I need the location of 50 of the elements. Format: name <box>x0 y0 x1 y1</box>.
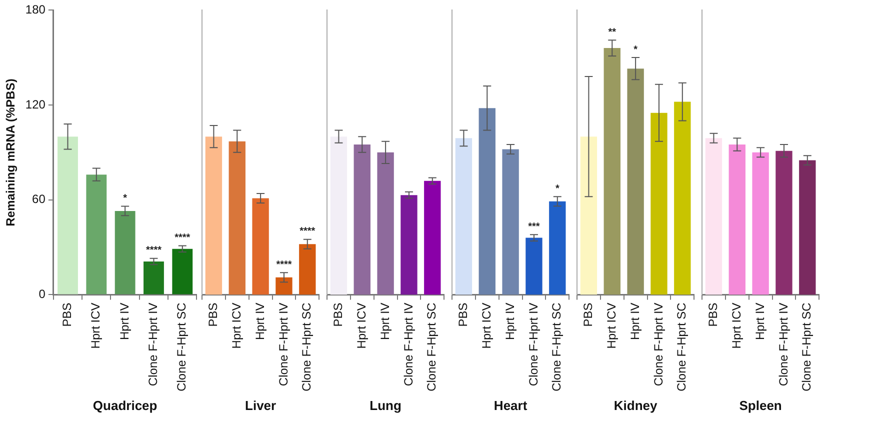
x-axis-title: Kidney <box>614 398 658 413</box>
x-tick-label: PBS <box>60 302 74 327</box>
x-tick-label: PBS <box>581 302 596 327</box>
x-tick-label: PBS <box>456 302 470 327</box>
x-tick-label: Clone F-Hprt IV <box>526 302 540 386</box>
x-tick-label: Clone F-Hprt SC <box>550 302 564 392</box>
data-label: *** <box>528 221 540 232</box>
x-tick-label: Hprt IV <box>117 302 132 340</box>
x-tick-label: Hprt ICV <box>479 302 494 349</box>
x-axis-title: Liver <box>245 398 276 413</box>
y-tick-label: 0 <box>38 287 46 302</box>
x-tick-label: Clone F-Hprt SC <box>674 302 689 392</box>
x-tick-label: Clone F-Hprt SC <box>300 302 314 392</box>
x-axis-title: Lung <box>370 398 402 413</box>
x-tick-label: Hprt IV <box>252 302 267 340</box>
x-tick-label: Clone F-Hprt SC <box>424 302 439 392</box>
x-tick-label: Hprt IV <box>502 302 517 340</box>
x-tick-label: Clone F-Hprt IV <box>401 302 416 386</box>
x-tick-label: PBS <box>206 302 220 327</box>
x-axis-title: Heart <box>494 398 528 413</box>
data-label: ** <box>608 26 616 38</box>
x-tick-label: PBS <box>331 302 346 327</box>
y-tick-label: 120 <box>25 97 46 112</box>
data-label: **** <box>276 259 292 270</box>
y-axis-title: Remaining mRNA (%PBS) <box>4 78 18 226</box>
x-tick-label: Clone F-Hprt IV <box>651 302 666 386</box>
data-label: * <box>634 44 638 56</box>
data-label: * <box>555 183 560 194</box>
x-tick-label: Hprt ICV <box>354 302 368 349</box>
x-tick-label: Hprt IV <box>378 302 392 340</box>
x-tick-label: Hprt IV <box>752 302 767 340</box>
y-tick-label: 180 <box>25 2 46 17</box>
x-tick-label: Hprt ICV <box>88 302 103 349</box>
data-label: **** <box>300 226 316 238</box>
data-label: **** <box>146 245 162 256</box>
x-tick-label: Hprt ICV <box>604 302 618 349</box>
x-tick-label: Hprt IV <box>628 302 642 340</box>
data-label: **** <box>174 232 190 244</box>
x-tick-label: Clone F-Hprt IV <box>276 302 290 386</box>
x-tick-label: Clone F-Hprt SC <box>174 302 189 392</box>
x-axis-title: Spleen <box>739 398 782 413</box>
x-tick-label: Clone F-Hprt IV <box>776 302 790 386</box>
y-tick-label: 60 <box>32 192 46 206</box>
x-axis-title: Quadricep <box>92 398 158 413</box>
x-tick-label: Clone F-Hprt SC <box>800 302 814 392</box>
x-tick-label: PBS <box>706 302 720 327</box>
x-tick-label: Clone F-Hprt IV <box>146 302 160 386</box>
x-tick-label: Hprt ICV <box>229 302 244 349</box>
data-label: * <box>123 192 128 204</box>
x-tick-label: Hprt ICV <box>729 302 744 349</box>
